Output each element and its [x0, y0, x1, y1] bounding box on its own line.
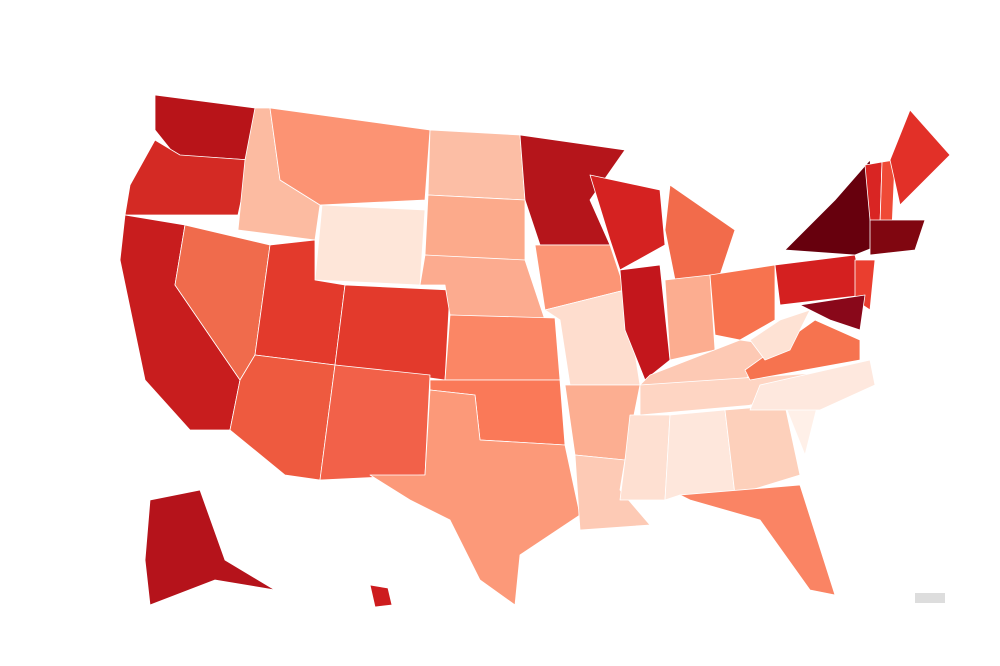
state [709, 264, 776, 341]
state [749, 359, 876, 411]
state [574, 454, 651, 531]
state [269, 107, 431, 206]
state [144, 489, 276, 606]
state [664, 274, 716, 361]
state [424, 194, 526, 266]
state [664, 409, 736, 501]
state [369, 584, 393, 608]
state [679, 484, 836, 596]
state [334, 284, 451, 381]
state [369, 389, 581, 606]
state [889, 109, 951, 206]
state [744, 319, 861, 381]
state [619, 264, 671, 381]
state [124, 139, 251, 216]
state [619, 414, 671, 501]
state [589, 174, 666, 271]
state [319, 364, 431, 481]
logo [915, 593, 945, 603]
state [869, 219, 926, 256]
state [427, 129, 526, 201]
state [799, 294, 866, 331]
states [119, 94, 951, 608]
state [314, 204, 426, 286]
state [749, 309, 811, 361]
state [444, 314, 561, 381]
